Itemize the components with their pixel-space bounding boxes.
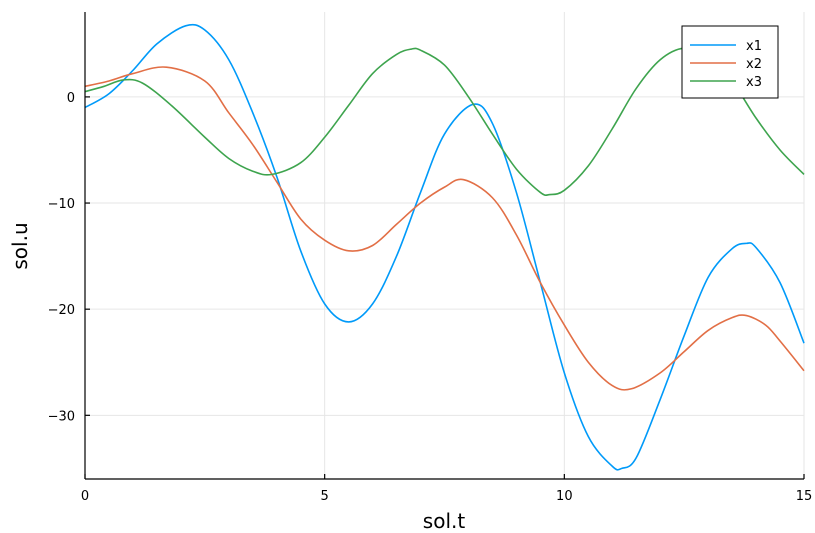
legend-box: [681, 25, 779, 99]
series-lines: [84, 23, 805, 471]
y-tick-label: −20: [48, 303, 75, 318]
tick-labels: 0 5 10 15 0 −10 −20 −30: [48, 91, 813, 504]
y-axis-title: sol.u: [8, 222, 32, 269]
grid: [84, 12, 805, 479]
y-tick-label: −30: [48, 409, 75, 424]
series-line-x2: [84, 66, 805, 391]
y-tick-label: −10: [48, 197, 75, 212]
series-line-x3: [84, 47, 805, 197]
y-tick-label: 0: [67, 91, 75, 106]
x-tick-label: 0: [81, 489, 89, 504]
x-axis-title: sol.t: [423, 509, 466, 533]
series-line-x1: [84, 23, 805, 471]
legend-label-x1: x1: [746, 39, 762, 54]
legend: x1 x2 x3: [681, 25, 779, 99]
axes: [84, 12, 804, 480]
x-tick-label: 10: [556, 489, 573, 504]
legend-label-x3: x3: [746, 75, 762, 90]
x-tick-label: 15: [796, 489, 813, 504]
legend-label-x2: x2: [746, 57, 762, 72]
x-tick-label: 5: [321, 489, 329, 504]
